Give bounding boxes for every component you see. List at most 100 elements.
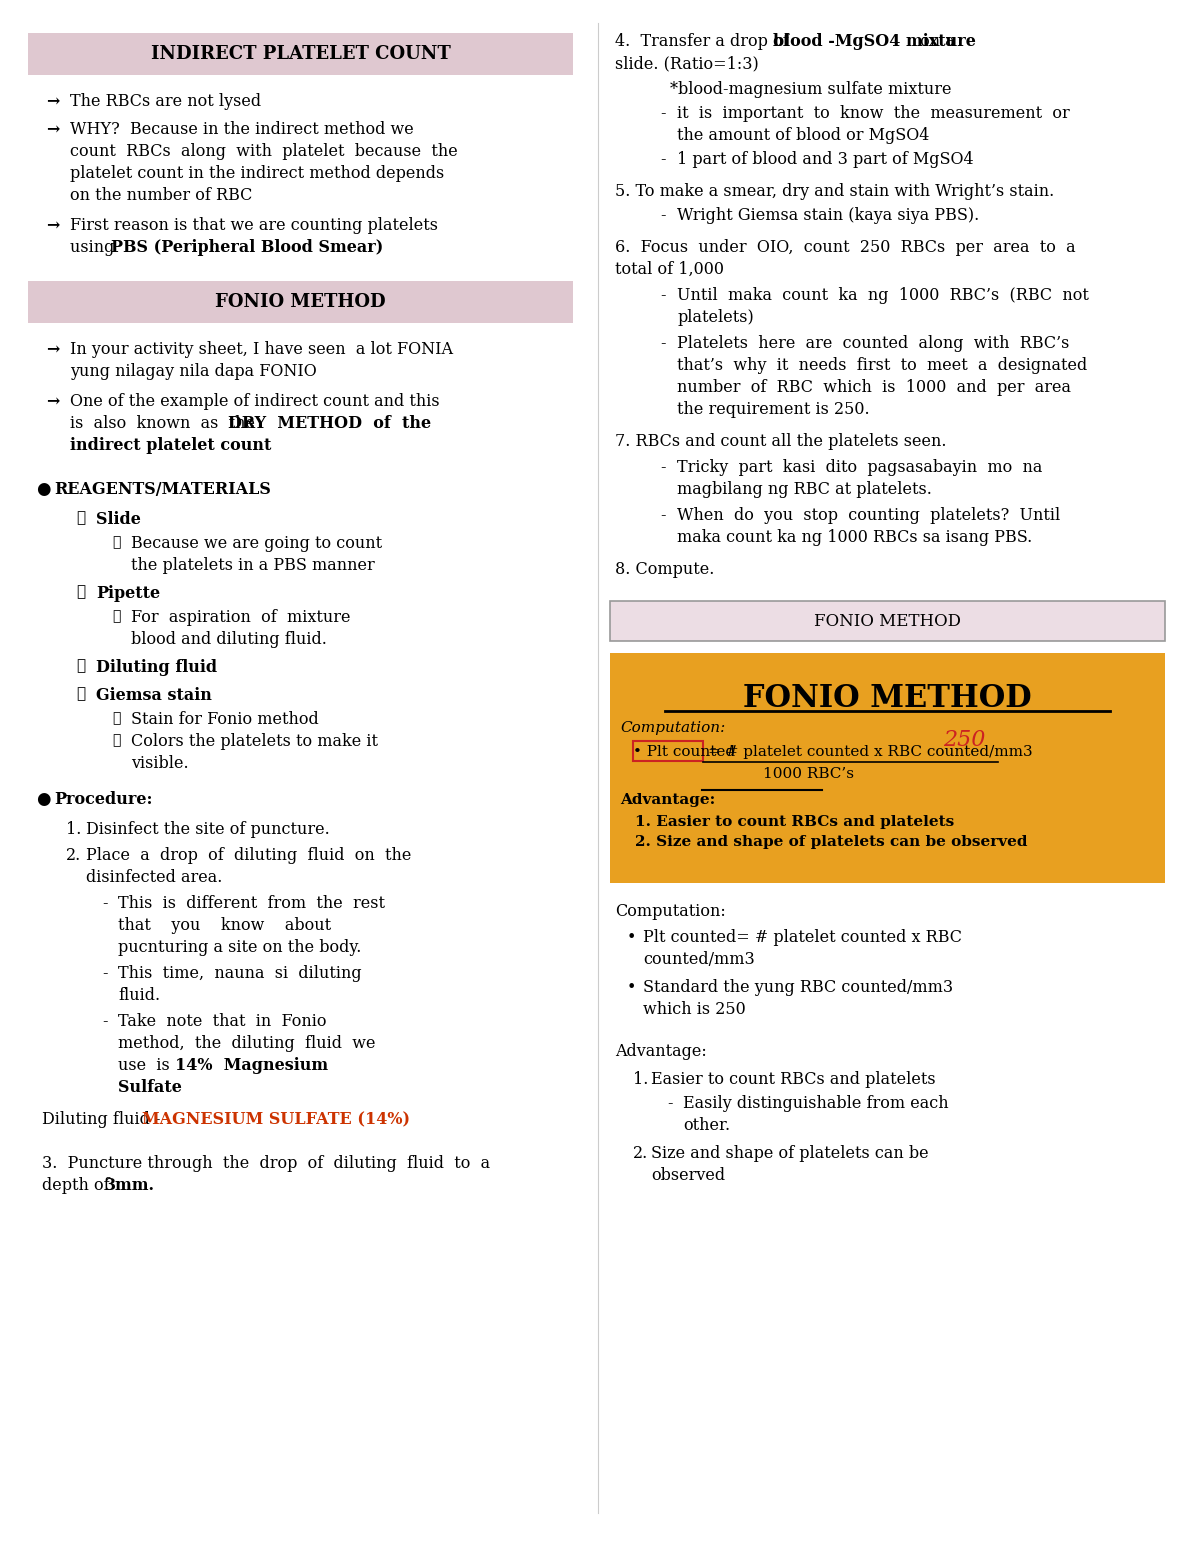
- Text: Stain for Fonio method: Stain for Fonio method: [131, 711, 319, 728]
- Text: slide. (Ratio=1:3): slide. (Ratio=1:3): [616, 54, 758, 71]
- Text: magbilang ng RBC at platelets.: magbilang ng RBC at platelets.: [677, 481, 932, 499]
- Text: use  is: use is: [118, 1058, 180, 1075]
- Text: 14%  Magnesium: 14% Magnesium: [175, 1058, 328, 1075]
- Text: indirect platelet count: indirect platelet count: [70, 436, 271, 453]
- Text: Until  maka  count  ka  ng  1000  RBC’s  (RBC  not: Until maka count ka ng 1000 RBC’s (RBC n…: [677, 287, 1088, 304]
- Text: →: →: [46, 93, 59, 110]
- Text: disinfected area.: disinfected area.: [86, 870, 222, 887]
- Text: FONIO METHOD: FONIO METHOD: [814, 612, 961, 629]
- Text: the amount of blood or MgSO4: the amount of blood or MgSO4: [677, 127, 929, 144]
- Text: -: -: [660, 106, 666, 123]
- Text: First reason is that we are counting platelets: First reason is that we are counting pla…: [70, 217, 438, 235]
- Text: Disinfect the site of puncture.: Disinfect the site of puncture.: [86, 822, 330, 839]
- Text: 3.  Puncture through  the  drop  of  diluting  fluid  to  a: 3. Puncture through the drop of diluting…: [42, 1155, 490, 1173]
- Text: Because we are going to count: Because we are going to count: [131, 534, 382, 551]
- Text: -: -: [660, 460, 666, 477]
- Text: •: •: [628, 978, 636, 995]
- Text: -: -: [660, 151, 666, 168]
- Text: →: →: [46, 121, 59, 138]
- Text: INDIRECT PLATELET COUNT: INDIRECT PLATELET COUNT: [151, 45, 450, 64]
- Text: maka count ka ng 1000 RBCs sa isang PBS.: maka count ka ng 1000 RBCs sa isang PBS.: [677, 530, 1032, 547]
- Text: Computation:: Computation:: [616, 902, 726, 919]
- Text: 250: 250: [943, 728, 985, 752]
- Text: observed: observed: [650, 1166, 725, 1183]
- Text: Take  note  that  in  Fonio: Take note that in Fonio: [118, 1013, 326, 1030]
- Text: on a: on a: [916, 33, 955, 50]
- Text: Wright Giemsa stain (kaya siya PBS).: Wright Giemsa stain (kaya siya PBS).: [677, 207, 979, 224]
- Text: -: -: [660, 207, 666, 224]
- Text: depth of: depth of: [42, 1177, 115, 1194]
- Text: method,  the  diluting  fluid  we: method, the diluting fluid we: [118, 1034, 376, 1051]
- FancyBboxPatch shape: [28, 281, 574, 323]
- Text: -: -: [660, 506, 666, 523]
- FancyBboxPatch shape: [28, 33, 574, 75]
- Text: 6.  Focus  under  OIO,  count  250  RBCs  per  area  to  a: 6. Focus under OIO, count 250 RBCs per a…: [616, 239, 1075, 256]
- Text: 3mm.: 3mm.: [106, 1177, 155, 1194]
- Text: This  time,  nauna  si  diluting: This time, nauna si diluting: [118, 964, 361, 981]
- Text: Diluting fluid: Diluting fluid: [96, 658, 217, 676]
- Text: In your activity sheet, I have seen  a lot FONIA: In your activity sheet, I have seen a lo…: [70, 342, 454, 359]
- Text: yung nilagay nila dapa FONIO: yung nilagay nila dapa FONIO: [70, 363, 317, 380]
- Text: 5. To make a smear, dry and stain with Wright’s stain.: 5. To make a smear, dry and stain with W…: [616, 183, 1055, 200]
- Text: Giemsa stain: Giemsa stain: [96, 686, 212, 704]
- Text: the requirement is 250.: the requirement is 250.: [677, 401, 870, 418]
- Text: number  of  RBC  which  is  1000  and  per  area: number of RBC which is 1000 and per area: [677, 379, 1072, 396]
- Text: is  also  known  as  the: is also known as the: [70, 415, 265, 432]
- Text: MAGNESIUM SULFATE (14%): MAGNESIUM SULFATE (14%): [142, 1110, 410, 1127]
- Text: *blood-magnesium sulfate mixture: *blood-magnesium sulfate mixture: [670, 81, 952, 98]
- Text: -: -: [660, 335, 666, 353]
- Text: ❖: ❖: [76, 686, 85, 700]
- Text: count  RBCs  along  with  platelet  because  the: count RBCs along with platelet because t…: [70, 143, 457, 160]
- Text: Procedure:: Procedure:: [54, 790, 152, 808]
- Text: which is 250: which is 250: [643, 1002, 745, 1019]
- Text: 2.: 2.: [66, 846, 82, 863]
- Text: the platelets in a PBS manner: the platelets in a PBS manner: [131, 558, 374, 575]
- Text: →: →: [46, 342, 59, 359]
- Text: -: -: [102, 1013, 108, 1030]
- Text: ●: ●: [36, 790, 50, 808]
- Text: ➤: ➤: [112, 733, 120, 747]
- Text: 1. Easier to count RBCs and platelets: 1. Easier to count RBCs and platelets: [635, 815, 954, 829]
- Text: -: -: [667, 1095, 672, 1112]
- Text: ●: ●: [36, 481, 50, 499]
- Text: Easily distinguishable from each: Easily distinguishable from each: [683, 1095, 949, 1112]
- Text: Standard the yung RBC counted/mm3: Standard the yung RBC counted/mm3: [643, 978, 953, 995]
- Text: counted/mm3: counted/mm3: [643, 950, 755, 968]
- Text: REAGENTS/MATERIALS: REAGENTS/MATERIALS: [54, 481, 271, 499]
- Text: visible.: visible.: [131, 755, 188, 772]
- Text: Place  a  drop  of  diluting  fluid  on  the: Place a drop of diluting fluid on the: [86, 846, 412, 863]
- Text: PBS (Peripheral Blood Smear): PBS (Peripheral Blood Smear): [112, 239, 383, 256]
- Text: For  aspiration  of  mixture: For aspiration of mixture: [131, 609, 350, 626]
- Text: • Plt counted: • Plt counted: [634, 745, 736, 759]
- Text: platelet count in the indirect method depends: platelet count in the indirect method de…: [70, 165, 444, 182]
- Text: Plt counted= # platelet counted x RBC: Plt counted= # platelet counted x RBC: [643, 929, 962, 946]
- Text: Platelets  here  are  counted  along  with  RBC’s: Platelets here are counted along with RB…: [677, 335, 1069, 353]
- FancyBboxPatch shape: [610, 601, 1165, 641]
- Text: ❖: ❖: [76, 585, 85, 599]
- Text: 8. Compute.: 8. Compute.: [616, 561, 714, 578]
- Text: blood and diluting fluid.: blood and diluting fluid.: [131, 631, 326, 648]
- Text: Colors the platelets to make it: Colors the platelets to make it: [131, 733, 378, 750]
- Text: blood -MgSO4 mixture: blood -MgSO4 mixture: [773, 33, 976, 50]
- Text: ❖: ❖: [76, 658, 85, 672]
- Text: The RBCs are not lysed: The RBCs are not lysed: [70, 93, 262, 110]
- Text: Advantage:: Advantage:: [620, 794, 715, 808]
- Text: One of the example of indirect count and this: One of the example of indirect count and…: [70, 393, 439, 410]
- Text: fluid.: fluid.: [118, 988, 160, 1003]
- Text: Tricky  part  kasi  dito  pagsasabayin  mo  na: Tricky part kasi dito pagsasabayin mo na: [677, 460, 1043, 477]
- Text: 7. RBCs and count all the platelets seen.: 7. RBCs and count all the platelets seen…: [616, 433, 947, 450]
- Text: total of 1,000: total of 1,000: [616, 261, 724, 278]
- Text: FONIO METHOD: FONIO METHOD: [215, 294, 386, 311]
- Text: Diluting fluid -: Diluting fluid -: [42, 1110, 166, 1127]
- Text: other.: other.: [683, 1117, 730, 1134]
- Text: WHY?  Because in the indirect method we: WHY? Because in the indirect method we: [70, 121, 414, 138]
- Text: ➤: ➤: [112, 534, 120, 550]
- Text: DRY  METHOD  of  the: DRY METHOD of the: [228, 415, 431, 432]
- Text: on the number of RBC: on the number of RBC: [70, 186, 252, 203]
- Text: 1.: 1.: [66, 822, 82, 839]
- Text: Size and shape of platelets can be: Size and shape of platelets can be: [650, 1145, 929, 1162]
- Text: ➤: ➤: [112, 711, 120, 725]
- Text: Slide: Slide: [96, 511, 140, 528]
- Text: •: •: [628, 929, 636, 946]
- Text: This  is  different  from  the  rest: This is different from the rest: [118, 895, 385, 912]
